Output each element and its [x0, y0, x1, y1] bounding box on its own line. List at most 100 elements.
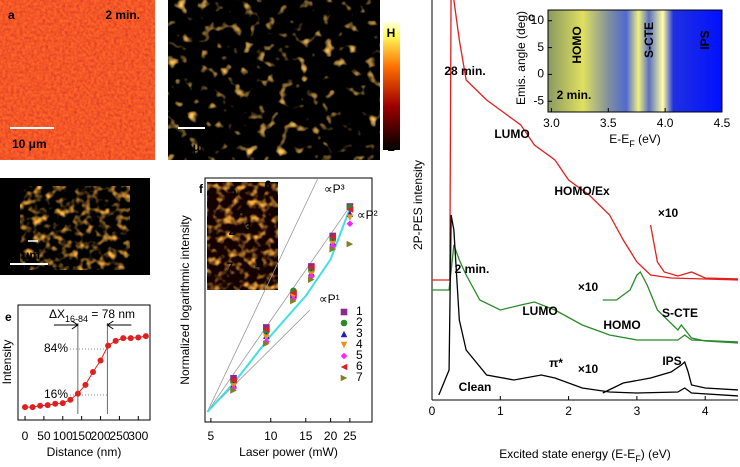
- data-point: [346, 240, 354, 248]
- time-label: 28 min.: [329, 8, 370, 22]
- colorbar: [383, 22, 400, 150]
- y-axis-label: Emis. angle (deg): [514, 11, 528, 105]
- x-tick-label: 1: [497, 404, 504, 418]
- inset-label: 5: [230, 184, 237, 198]
- data-point: [127, 335, 134, 342]
- panel-label: e: [5, 310, 12, 324]
- x-tick-label: 150: [72, 429, 92, 443]
- image-b: [168, 0, 380, 160]
- annotation: HOMO: [603, 318, 640, 332]
- inset-annotation: S-CTE: [642, 22, 656, 58]
- data-point: [308, 264, 315, 271]
- x-tick-label: 3: [634, 404, 641, 418]
- x-tick-label: 100: [53, 429, 73, 443]
- annotation: IPS: [662, 354, 681, 368]
- label-sub: 16-84: [65, 314, 88, 324]
- data-point: [74, 390, 81, 397]
- spectrum: [432, 244, 738, 343]
- x-tick-label: 0: [22, 429, 29, 443]
- annotation: HOMO/Ex: [554, 184, 610, 198]
- panel-label: b: [176, 8, 183, 22]
- x-axis-label: Laser power (mW): [239, 445, 338, 459]
- data-point: [346, 220, 354, 228]
- legend-marker: [340, 341, 348, 349]
- annotation: π*: [549, 356, 563, 370]
- data-point: [142, 333, 149, 340]
- axes-box: [204, 177, 373, 423]
- x-tick-label: 4: [702, 404, 709, 418]
- legend-marker: [340, 330, 348, 338]
- annotation: LUMO: [494, 127, 529, 141]
- legend-label: 3: [356, 326, 363, 340]
- legend-marker: [340, 308, 348, 316]
- legend-marker: [340, 374, 348, 382]
- label-part: ) (eV): [641, 447, 671, 461]
- inset-label: 2: [229, 224, 236, 238]
- data-point: [329, 242, 337, 250]
- x-tick-label: 250: [109, 429, 129, 443]
- y-axis-label: 2P-PES intensity: [411, 160, 425, 250]
- colorbar-high: H: [387, 26, 396, 40]
- scale-label: 10 μm: [176, 140, 211, 154]
- x-tick-label: 10: [264, 429, 278, 443]
- legend-label: 1: [356, 304, 363, 318]
- data-point: [308, 276, 315, 283]
- annotation: ×10: [658, 206, 679, 220]
- y-axis-label: Normalized logarithmic intensity: [178, 215, 192, 384]
- label-sub: F: [635, 454, 641, 464]
- x-tick-label: 200: [91, 429, 111, 443]
- inset-label: 1: [255, 256, 262, 270]
- data-point: [346, 214, 354, 221]
- x-tick-label: 2: [565, 404, 572, 418]
- x-tick-label: 5: [208, 429, 215, 443]
- inset-label: 3: [245, 220, 252, 234]
- data-point: [329, 233, 337, 241]
- image-d: [20, 186, 130, 270]
- image-a: [0, 0, 155, 160]
- data-point: [67, 396, 74, 403]
- label-part: E-E: [609, 132, 629, 146]
- panel-label: d: [8, 188, 15, 202]
- annotation: 28 min.: [444, 64, 485, 78]
- y-tick-label: 16%: [44, 387, 68, 401]
- inset-annotation: 2 min.: [557, 88, 592, 102]
- power-law-guide: [207, 177, 319, 413]
- label-part: = 78 nm: [88, 307, 135, 321]
- y-tick-label: 10: [531, 13, 545, 27]
- panel-label: c: [528, 10, 535, 24]
- annotation: S-CTE: [662, 306, 698, 320]
- data-point: [308, 273, 315, 280]
- data-point: [263, 326, 270, 333]
- axis-label: E-EF (eV): [609, 132, 661, 149]
- data-point: [290, 297, 297, 305]
- data-point: [22, 404, 29, 411]
- data-point: [37, 402, 44, 409]
- annotation: LUMO: [522, 304, 557, 318]
- legend-label: 4: [356, 337, 363, 351]
- annotation: ×10: [578, 362, 599, 376]
- power-law-guide: [207, 309, 310, 413]
- annotation: ×10: [578, 280, 599, 294]
- scale-label: 2 μm: [12, 248, 40, 262]
- data-point: [105, 342, 112, 349]
- y-tick-label: -5: [533, 93, 544, 107]
- inset-label: 7: [227, 260, 234, 274]
- colorbar-low: L: [387, 140, 394, 154]
- panel-label: f: [199, 182, 204, 196]
- inset-annotation: IPS: [698, 30, 712, 49]
- x-tick-label: 25: [343, 429, 357, 443]
- fit-line: [206, 208, 351, 413]
- spectrum: [602, 360, 738, 394]
- y-tick-label: 5: [537, 40, 544, 54]
- data-point: [52, 400, 59, 407]
- legend-label: 7: [356, 370, 363, 384]
- x-tick-label: 3.0: [543, 116, 560, 130]
- guide-label: ∝P¹: [319, 292, 340, 306]
- data-point: [230, 385, 237, 392]
- x-tick-label: 4.5: [714, 116, 731, 130]
- arrow: [53, 320, 132, 330]
- axes-box: [17, 304, 151, 421]
- x-tick-label: 15: [299, 429, 313, 443]
- spectrum: [432, 0, 738, 281]
